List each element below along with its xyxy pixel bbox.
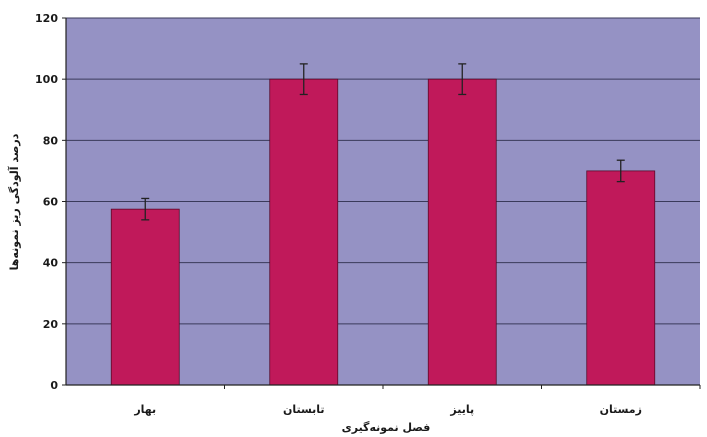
y-tick-labels: 0 20 40 60 80 100 120: [35, 12, 66, 392]
x-category-label: پاییز: [449, 403, 474, 416]
y-tick-label: 20: [43, 318, 59, 331]
x-category-labels: بهار تابستان پاییز زمستان: [133, 385, 701, 416]
y-axis-title: درصد آلودگی ریز نمونه‌ها: [7, 133, 21, 270]
y-tick-label: 80: [43, 134, 59, 147]
x-category-label: زمستان: [600, 403, 642, 416]
y-tick-label: 0: [50, 379, 58, 392]
y-tick-label: 40: [43, 257, 59, 270]
y-tick-label: 100: [35, 73, 58, 86]
x-axis-title: فصل نمونه‌گیری: [342, 421, 431, 434]
bar: [110, 208, 180, 386]
bar: [269, 78, 339, 386]
error-bars: [141, 63, 625, 221]
x-category-label: تابستان: [283, 403, 325, 416]
bar: [427, 78, 497, 386]
y-tick-label: 60: [43, 196, 59, 209]
x-category-label: بهار: [133, 403, 156, 416]
bar: [586, 170, 656, 386]
y-tick-label: 120: [35, 12, 58, 25]
bars: [110, 78, 656, 386]
